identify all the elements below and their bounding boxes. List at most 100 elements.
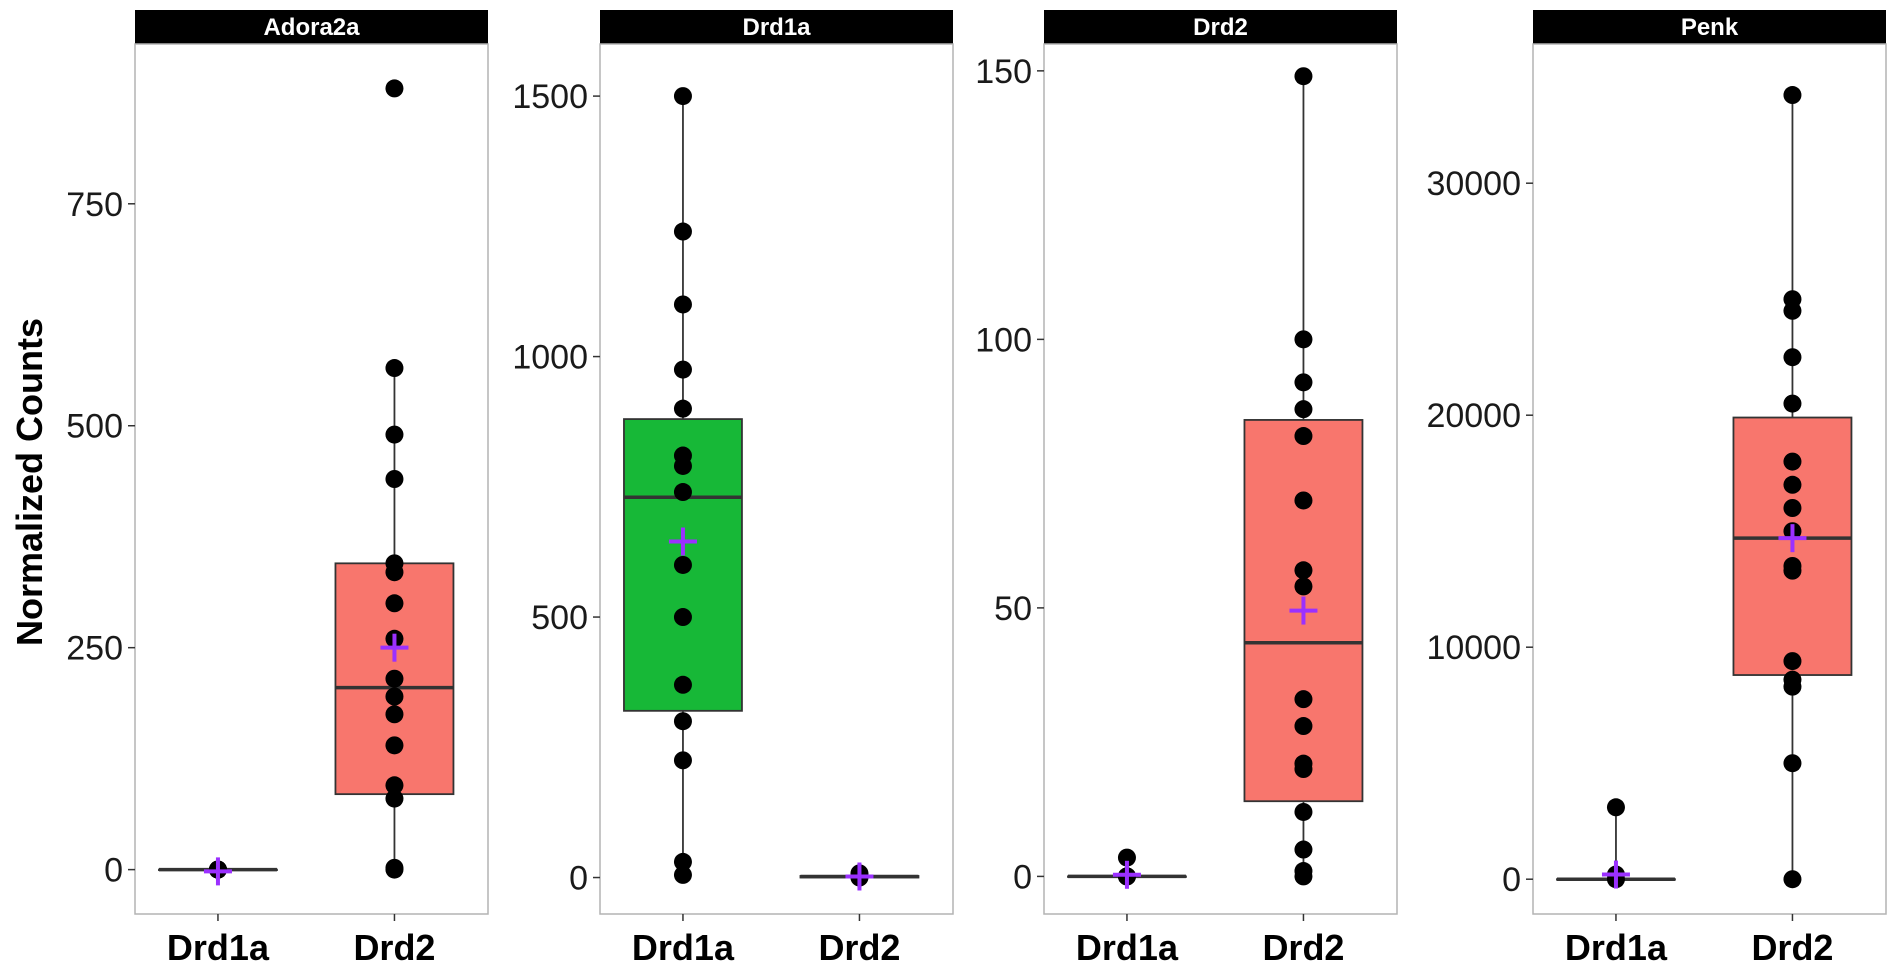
y-tick-label: 0 — [569, 860, 588, 898]
data-point — [385, 669, 404, 688]
data-point — [1294, 330, 1313, 349]
data-point — [1294, 577, 1313, 596]
data-point — [673, 751, 692, 770]
data-point — [1783, 754, 1802, 773]
data-point — [673, 712, 692, 731]
data-point — [673, 360, 692, 379]
mean-marker — [1778, 524, 1807, 553]
strip-title: Adora2a — [263, 14, 360, 41]
box-group-drd1a: Drd1a — [158, 857, 278, 964]
panel-penk: Penk 0 10000 20000 30000 Drd1a Drd2 — [1426, 10, 1887, 964]
y-tick-label: 0 — [104, 852, 123, 890]
data-point — [1294, 427, 1313, 446]
mean-marker — [1112, 860, 1141, 889]
mean-marker — [668, 527, 697, 556]
x-tick-label: Drd1a — [1565, 927, 1668, 964]
strip-header — [1044, 10, 1397, 44]
y-tick-label: 0 — [1013, 858, 1032, 896]
data-point — [1294, 802, 1313, 821]
data-point — [1294, 760, 1313, 778]
data-point — [385, 470, 404, 488]
data-point — [1294, 400, 1313, 419]
data-point — [385, 425, 404, 444]
mean-marker — [203, 857, 232, 886]
data-point — [673, 399, 692, 418]
data-point — [385, 594, 404, 613]
data-point — [673, 865, 692, 884]
x-tick-label: Drd2 — [1751, 927, 1833, 964]
data-point — [385, 359, 404, 378]
panel-border — [134, 43, 489, 915]
data-point — [673, 555, 692, 574]
panel-border — [1043, 43, 1398, 915]
box-group-drd1a: Drd1a — [1556, 798, 1676, 964]
mean-marker — [1601, 860, 1630, 889]
data-point — [673, 456, 692, 475]
data-point — [673, 295, 692, 314]
panel-drd1a: Drd1a 0 500 1000 1500 Drd1a Drd2 — [512, 10, 954, 964]
data-point — [1783, 475, 1802, 494]
data-point — [1294, 717, 1313, 736]
x-tick-label: Drd2 — [818, 927, 900, 964]
y-tick-label: 1500 — [512, 78, 588, 116]
data-point — [1606, 798, 1625, 817]
strip-header — [1533, 10, 1886, 44]
y-tick-label: 500 — [66, 408, 123, 446]
box-group-drd1a: Drd1a — [623, 87, 743, 964]
data-point — [673, 483, 692, 502]
y-tick-label: 30000 — [1426, 165, 1521, 203]
data-point — [385, 736, 404, 755]
y-tick-label: 0 — [1502, 861, 1521, 899]
y-tick-label: 20000 — [1426, 397, 1521, 435]
box-group-drd2: Drd2 — [334, 79, 455, 964]
y-axis-label: Normalized Counts — [9, 318, 50, 646]
data-point — [1294, 690, 1313, 709]
data-point — [1294, 840, 1313, 859]
y-tick-label: 1000 — [512, 339, 588, 377]
data-point — [1117, 848, 1136, 867]
x-tick-label: Drd1a — [1076, 927, 1179, 964]
data-point — [1783, 499, 1802, 517]
data-point — [1783, 452, 1802, 471]
panel-adora2a: Adora2a 0 250 500 750 Drd1a Drd2 — [66, 10, 489, 964]
mean-marker — [845, 862, 874, 891]
y-tick-label: 50 — [994, 590, 1032, 628]
mean-marker — [1289, 596, 1318, 625]
y-tick-label: 10000 — [1426, 629, 1521, 667]
box-group-drd1a: Drd1a — [1067, 848, 1187, 964]
y-tick-label: 750 — [66, 186, 123, 224]
box-group-drd2: Drd2 — [799, 862, 920, 964]
data-point — [1783, 394, 1802, 413]
data-point — [673, 608, 692, 627]
panel-border — [599, 43, 954, 915]
data-point — [385, 776, 404, 795]
data-point — [385, 79, 404, 98]
data-point — [673, 222, 692, 241]
box-group-drd2: Drd2 — [1243, 67, 1364, 964]
data-point — [1783, 86, 1802, 105]
data-point — [1294, 561, 1313, 580]
strip-header — [600, 10, 953, 44]
data-point — [385, 563, 404, 582]
x-tick-label: Drd1a — [167, 927, 270, 964]
box-group-drd2: Drd2 — [1732, 86, 1853, 964]
data-point — [385, 705, 404, 724]
data-point — [673, 87, 692, 106]
data-point — [1294, 67, 1313, 86]
mean-marker — [380, 633, 409, 662]
data-point — [1783, 348, 1802, 367]
data-point — [385, 860, 404, 879]
panel-border — [1532, 43, 1887, 915]
data-point — [1783, 677, 1802, 696]
strip-title: Drd2 — [1193, 14, 1248, 41]
data-point — [385, 687, 404, 706]
x-tick-label: Drd1a — [632, 927, 735, 964]
x-tick-label: Drd2 — [353, 927, 435, 964]
data-point — [1783, 652, 1802, 671]
data-point — [673, 675, 692, 694]
strip-title: Drd1a — [742, 14, 811, 41]
panel-drd2: Drd2 0 50 100 150 Drd1a Drd2 — [975, 10, 1398, 964]
data-point — [673, 852, 692, 871]
